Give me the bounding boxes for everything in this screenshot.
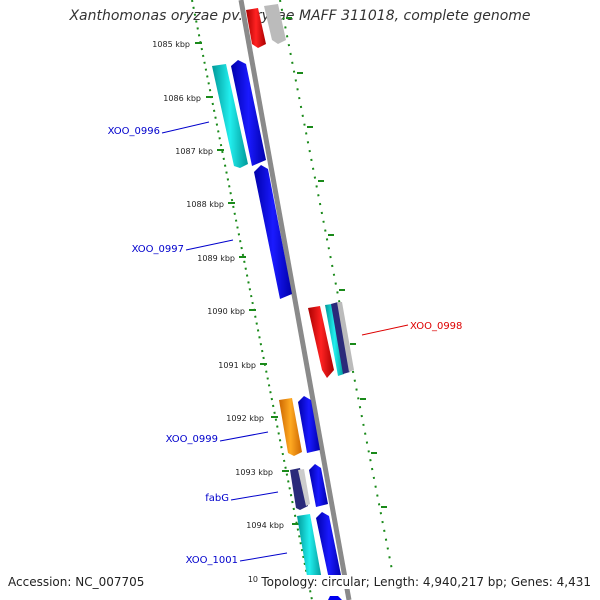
map-title: Xanthomonas oryzae pv. oryzae MAFF 31101… <box>69 8 531 24</box>
genome-backbone <box>238 0 352 600</box>
kbp-label-group: 1085 kbp 1086 kbp 1087 kbp 1088 kbp 1089… <box>152 40 284 584</box>
gene-xoo-0998-red[interactable] <box>308 306 334 378</box>
gene-xoo-0998-cyan[interactable] <box>325 304 344 376</box>
leader-line-xoo-0996 <box>161 121 210 134</box>
gene-fabg-grey[interactable] <box>298 469 310 506</box>
gene-label-xoo-0998[interactable]: XOO_0998 <box>410 321 462 332</box>
gene-xoo-0996-blue[interactable] <box>231 60 266 166</box>
leader-line-xoo-0999 <box>219 431 269 442</box>
gene-xoo-0997[interactable] <box>254 165 292 299</box>
gene-xoo-0999-orange[interactable] <box>279 398 302 456</box>
gene-label-xoo-0997[interactable]: XOO_0997 <box>132 244 184 255</box>
gene-xoo-0998-navy[interactable] <box>331 302 350 374</box>
kbp-label: 1094 kbp <box>246 521 284 530</box>
left-kbp-ticks <box>195 42 299 525</box>
leader-line-xoo-0998 <box>361 324 409 336</box>
kbp-label: 1092 kbp <box>226 414 264 423</box>
gene-bottom-partial[interactable] <box>328 596 342 600</box>
gene-fabg-navy[interactable] <box>290 468 308 510</box>
gene-xoo-1001-cyan[interactable] <box>297 514 322 584</box>
kbp-label: 1086 kbp <box>163 94 201 103</box>
gene-fabg-blue[interactable] <box>309 464 328 507</box>
kbp-label: 1093 kbp <box>235 468 273 477</box>
gene-label-xoo-1001[interactable]: XOO_1001 <box>186 555 238 566</box>
kbp-label: 1089 kbp <box>197 254 235 263</box>
gene-arrow-top-grey[interactable] <box>264 4 286 44</box>
gene-xoo-0998-grey[interactable] <box>337 302 354 372</box>
kbp-label: 1088 kbp <box>186 200 224 209</box>
right-kbp-ticks <box>286 17 387 508</box>
gene-xoo-0999-blue[interactable] <box>298 396 320 453</box>
kbp-label: 1085 kbp <box>152 40 190 49</box>
accession-text: Accession: NC_007705 <box>8 575 145 589</box>
gene-label-fabg[interactable]: fabG <box>205 493 229 504</box>
genome-summary-text: Topology: circular; Length: 4,940,217 bp… <box>258 575 591 589</box>
gene-xoo-1001-blue[interactable] <box>316 512 342 584</box>
gene-xoo-0996-cyan[interactable] <box>212 64 248 168</box>
gene-label-xoo-0996[interactable]: XOO_0996 <box>108 126 160 137</box>
kbp-label: 1091 kbp <box>218 361 256 370</box>
gene-arrow-top-partial[interactable] <box>246 8 266 48</box>
leader-line-xoo-1001 <box>239 552 288 562</box>
leader-line-fabg <box>230 491 279 501</box>
kbp-label: 10 <box>248 575 258 584</box>
kbp-label: 1090 kbp <box>207 307 245 316</box>
kbp-label: 1087 kbp <box>175 147 213 156</box>
leader-line-xoo-0997 <box>185 239 234 251</box>
gene-label-xoo-0999[interactable]: XOO_0999 <box>166 434 218 445</box>
